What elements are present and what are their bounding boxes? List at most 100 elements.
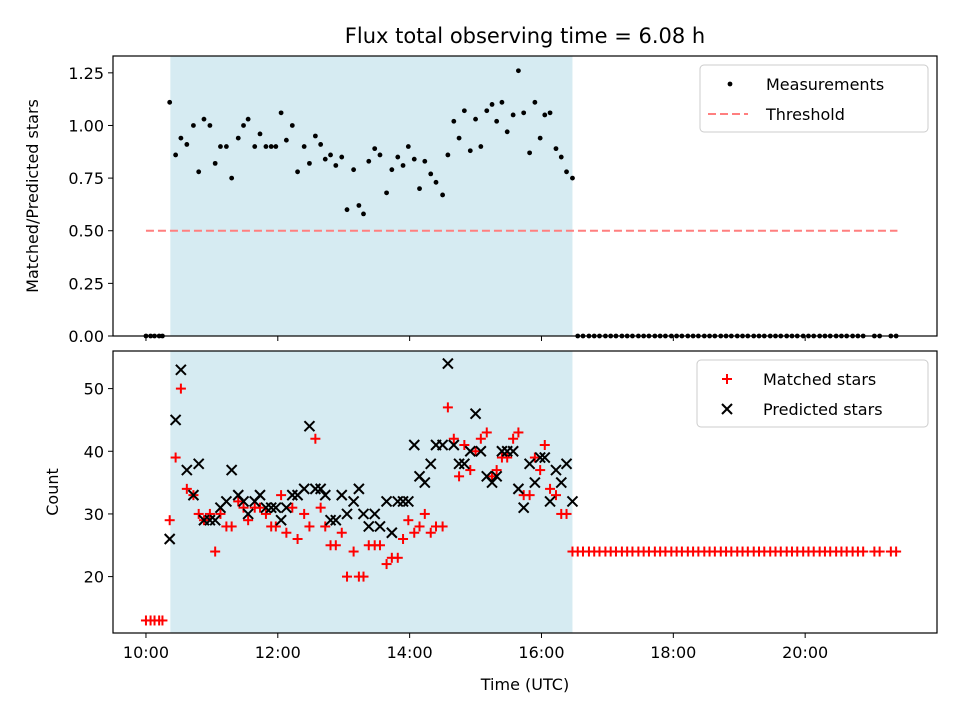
legend: Measurements Threshold xyxy=(699,64,929,133)
predicted-marker xyxy=(242,508,254,520)
measurement-point xyxy=(212,160,218,166)
predicted-marker xyxy=(380,495,393,508)
y-tick-label: 0.75 xyxy=(68,169,104,188)
predicted-marker xyxy=(187,489,200,501)
x-tick-label: 12:00 xyxy=(255,643,301,662)
matched-marker xyxy=(157,615,168,626)
predicted-marker xyxy=(550,464,562,476)
matched-marker xyxy=(175,383,186,394)
shaded-region xyxy=(170,56,573,336)
measurement-point xyxy=(191,123,196,128)
measurement-point xyxy=(245,116,251,122)
measurement-point xyxy=(433,179,439,185)
matched-marker xyxy=(304,521,315,532)
measurement-point xyxy=(295,169,300,175)
predicted-marker xyxy=(254,489,266,501)
predicted-marker xyxy=(169,414,182,426)
predicted-marker xyxy=(363,520,375,533)
predicted-marker xyxy=(341,508,353,520)
measurement-point xyxy=(312,133,318,139)
matched-marker xyxy=(330,540,341,551)
predicted-marker xyxy=(534,451,546,464)
measurement-point xyxy=(405,144,411,149)
legend-box xyxy=(699,64,929,133)
measurement-point xyxy=(445,152,451,158)
predicted-marker xyxy=(475,445,487,457)
matched-marker xyxy=(539,440,550,450)
measurement-point xyxy=(289,123,295,128)
x-axis-label: Time (UTC) xyxy=(480,675,569,694)
y-tick-label: 0.50 xyxy=(68,222,104,241)
panel-top: 0.00 0.25 0.50 0.75 1.00 1.25 Matched/Predicte… xyxy=(23,55,938,346)
matched-marker xyxy=(470,446,481,457)
measurement-point xyxy=(207,123,213,128)
measurement-point xyxy=(451,118,457,124)
y-tick-label: 50 xyxy=(84,380,104,399)
predicted-marker xyxy=(486,476,498,489)
matched-marker xyxy=(425,527,436,538)
predicted-marker xyxy=(402,495,415,508)
measurement-point xyxy=(440,192,445,198)
predicted-marker xyxy=(469,407,482,420)
predicted-marker xyxy=(353,483,365,495)
measurement-point xyxy=(372,146,378,152)
matched-marker xyxy=(348,546,359,557)
predicted-marker xyxy=(555,476,567,489)
predicted-marker xyxy=(181,464,193,476)
matched-marker xyxy=(287,502,298,513)
measurement-point xyxy=(252,144,258,149)
y-tick-label: 30 xyxy=(84,505,104,524)
matched-marker xyxy=(858,546,869,557)
measurement-point xyxy=(322,156,328,162)
matched-marker xyxy=(374,540,385,551)
y-tick-label: 40 xyxy=(84,442,104,461)
y-axis-label: Count xyxy=(43,468,62,516)
measurement-point xyxy=(478,144,484,149)
matched-marker xyxy=(419,508,430,519)
matched-marker xyxy=(299,508,310,519)
measurement-point xyxy=(283,137,289,143)
measurement-point xyxy=(196,169,202,175)
matched-marker xyxy=(320,521,331,532)
measurement-point xyxy=(499,99,505,105)
measurement-point xyxy=(229,175,235,181)
legend-predicted-marker xyxy=(721,403,733,415)
matched-marker xyxy=(164,515,175,526)
predicted-marker xyxy=(314,483,327,495)
matched-marker xyxy=(392,552,403,563)
predicted-marker xyxy=(175,364,187,376)
measurement-point xyxy=(318,142,324,147)
predicted-marker xyxy=(529,476,541,489)
measurement-point xyxy=(484,108,490,114)
measurement-point xyxy=(537,135,543,141)
matched-marker xyxy=(414,521,425,532)
measurement-point xyxy=(307,160,312,166)
predicted-marker xyxy=(517,501,530,514)
measurement-point xyxy=(384,190,389,196)
measurement-point xyxy=(344,207,350,213)
predicted-marker xyxy=(319,489,331,501)
predicted-marker xyxy=(523,458,536,470)
predicted-marker xyxy=(442,357,454,370)
measurement-point xyxy=(263,144,269,149)
matched-marker xyxy=(481,427,492,438)
measurement-point xyxy=(389,167,395,173)
measurement-point xyxy=(456,135,462,141)
predicted-marker xyxy=(419,476,431,489)
measurement-point xyxy=(377,152,383,158)
legend-box xyxy=(696,359,929,428)
predicted-marker xyxy=(560,458,573,470)
predicted-marker xyxy=(512,483,525,495)
predicted-marker xyxy=(330,514,342,526)
measurement-point xyxy=(278,110,284,116)
matched-marker xyxy=(529,452,540,463)
predicted-marker xyxy=(357,508,370,520)
matched-marker xyxy=(255,502,266,513)
predicted-marker xyxy=(464,445,476,457)
matched-marker xyxy=(170,452,181,463)
predicted-marker xyxy=(303,420,316,432)
matched-marker xyxy=(193,508,204,519)
matched-marker xyxy=(403,515,414,526)
measurement-point xyxy=(411,156,417,162)
measurement-point xyxy=(516,68,521,74)
